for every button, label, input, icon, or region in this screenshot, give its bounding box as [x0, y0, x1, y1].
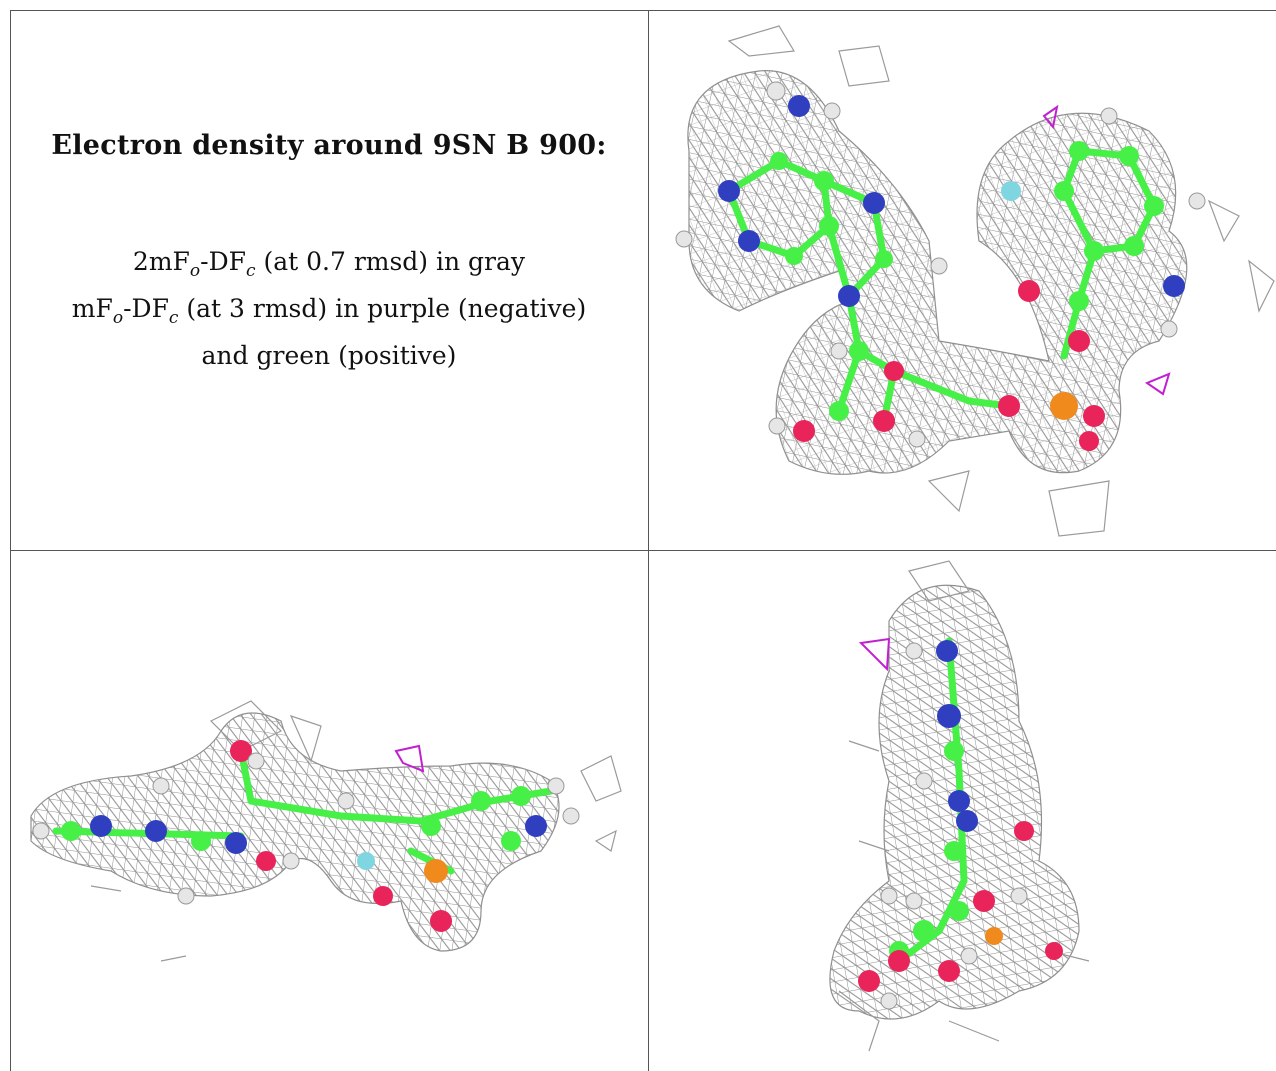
density-view-side	[11, 551, 648, 1071]
figure-grid: Electron density around 9SN B 900: 2mFo-…	[10, 10, 1276, 1071]
mesh-cage	[30, 700, 622, 962]
grid-center-divider	[648, 10, 649, 1071]
density-view-end-on	[649, 551, 1276, 1071]
legend-line-fo: mFo-DFc (at 3 rmsd) in purple (negative)	[71, 294, 587, 328]
molecule-atoms	[675, 81, 1206, 451]
grid-middle-divider	[10, 550, 1276, 551]
grid-left-border	[10, 10, 11, 1071]
negative-density-blob	[1042, 104, 1171, 396]
caption-title: Electron density around 9SN B 900:	[51, 130, 607, 161]
density-render-side	[30, 700, 622, 962]
negative-density-blob	[394, 744, 425, 773]
molecule-atoms	[858, 640, 1063, 1010]
density-render-end-on	[829, 560, 1090, 1052]
density-render-front	[675, 25, 1275, 537]
legend-line-2fo: 2mFo-DFc (at 0.7 rmsd) in gray	[132, 247, 526, 281]
legend-line-positive: and green (positive)	[201, 341, 457, 370]
density-view-front	[649, 11, 1276, 550]
molecule-atoms	[32, 740, 580, 932]
caption-cell: Electron density around 9SN B 900: 2mFo-…	[10, 10, 648, 550]
negative-density-blob	[858, 637, 891, 672]
grid-top-border	[10, 10, 1276, 11]
mesh-cage	[687, 25, 1275, 537]
caption-legend: 2mFo-DFc (at 0.7 rmsd) in gray mFo-DFc (…	[72, 243, 586, 375]
